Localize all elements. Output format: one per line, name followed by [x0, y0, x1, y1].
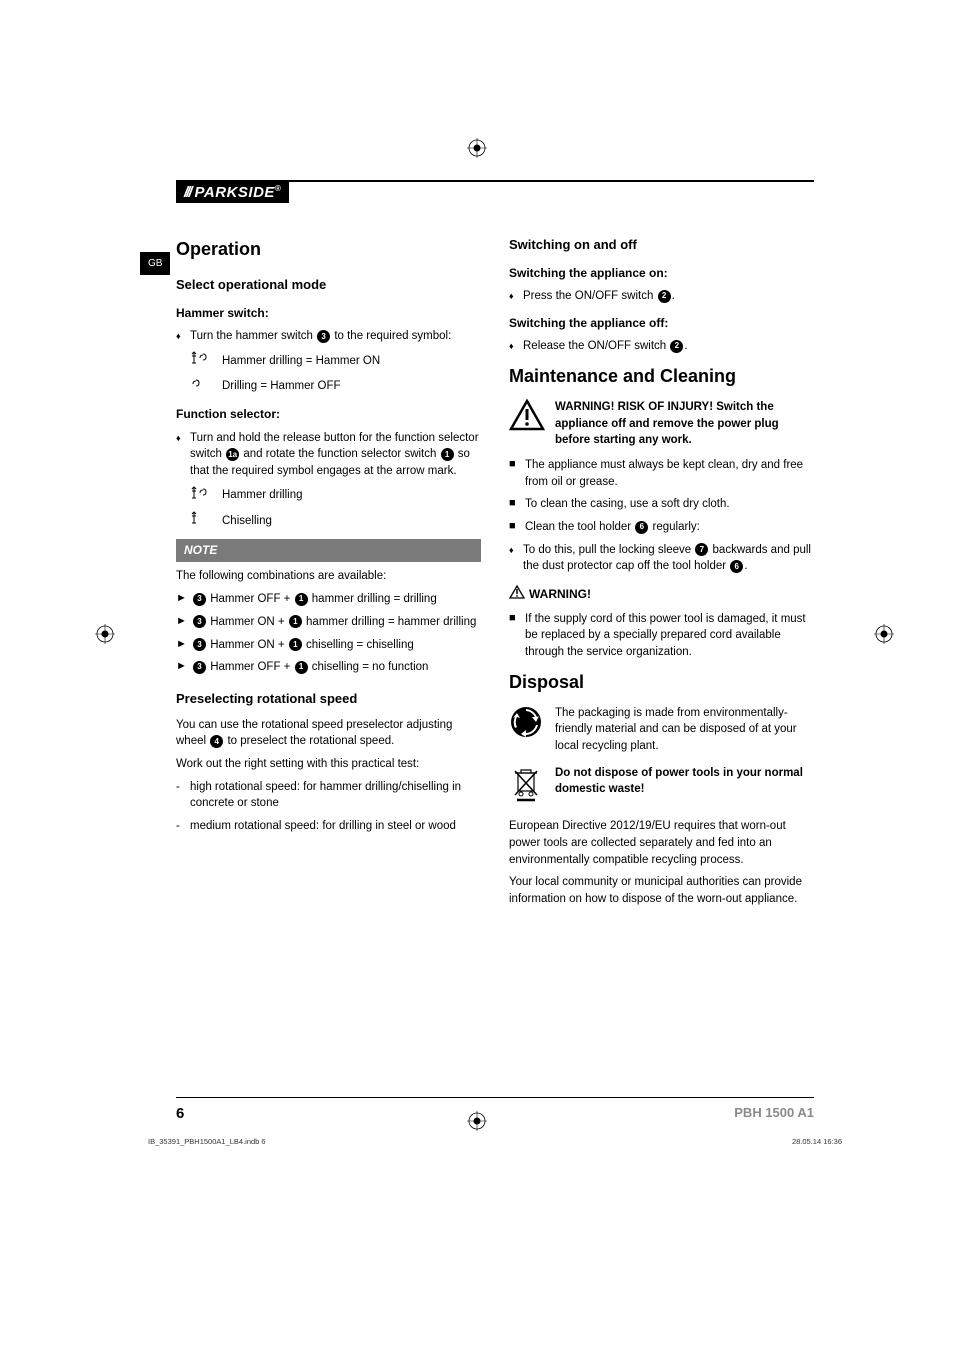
registration-mark-bottom: [467, 1111, 487, 1131]
registration-mark-left: [95, 624, 115, 644]
mode-hammer-on: Hammer drilling = Hammer ON: [190, 351, 481, 371]
hammer-drill-icon: [190, 486, 222, 506]
diamond-bullet-icon: ♦: [509, 288, 523, 305]
mode-hammer-off: Drilling = Hammer OFF: [190, 377, 481, 397]
right-column: Switching on and off Switching the appli…: [509, 236, 814, 914]
disposal-community: Your local community or municipal author…: [509, 874, 814, 907]
dash-bullet-icon: -: [176, 779, 190, 812]
heading-switch-off: Switching the appliance off:: [509, 315, 814, 332]
heading-maintenance: Maintenance and Cleaning: [509, 363, 814, 389]
ref-1-icon: 1: [289, 615, 302, 628]
ref-1-icon: 1: [289, 638, 302, 651]
ref-3-icon: 3: [317, 330, 330, 343]
step-function-selector: ♦ Turn and hold the release button for t…: [176, 430, 481, 480]
ref-6-icon: 6: [635, 521, 648, 534]
heading-preselect-speed: Preselecting rotational speed: [176, 690, 481, 709]
content-area: Operation Select operational mode Hammer…: [176, 236, 814, 914]
heading-hammer-switch: Hammer switch:: [176, 305, 481, 322]
ref-1-icon: 1: [295, 661, 308, 674]
ref-3-icon: 3: [193, 661, 206, 674]
maint-holder: ■ Clean the tool holder 6 regularly:: [509, 519, 814, 536]
arrow-bullet-icon: ►: [176, 591, 192, 608]
brand-logo: ///PARKSIDE®: [176, 182, 289, 203]
diamond-bullet-icon: ♦: [176, 328, 190, 345]
heading-operation: Operation: [176, 236, 481, 262]
warning-triangle-small-icon: [509, 585, 525, 604]
disposal-no-waste: Do not dispose of power tools in your no…: [509, 765, 814, 809]
ref-3-icon: 3: [193, 615, 206, 628]
crossed-bin-icon: [509, 765, 547, 809]
arrow-bullet-icon: ►: [176, 637, 192, 654]
maint-casing: ■ To clean the casing, use a soft dry cl…: [509, 496, 814, 513]
hammer-drill-icon: [190, 351, 222, 371]
left-column: Operation Select operational mode Hammer…: [176, 236, 481, 914]
arrow-bullet-icon: ►: [176, 659, 192, 676]
ref-7-icon: 7: [695, 543, 708, 556]
footer-rule: [176, 1097, 814, 1098]
footer-file-info: IB_35391_PBH1500A1_LB4.indb 6: [148, 1137, 266, 1146]
page-number: 6: [176, 1105, 184, 1122]
warning-injury: WARNING! RISK OF INJURY! Switch the appl…: [509, 399, 814, 449]
ref-1-icon: 1: [295, 593, 308, 606]
note-intro: The following combinations are available…: [176, 568, 481, 585]
combo-1: ► 3 Hammer OFF + 1 hammer drilling = dri…: [176, 591, 481, 608]
speed-medium: - medium rotational speed: for drilling …: [176, 818, 481, 835]
combo-2: ► 3 Hammer ON + 1 hammer drilling = hamm…: [176, 614, 481, 631]
ref-6-icon: 6: [730, 560, 743, 573]
recycle-icon: [509, 705, 547, 755]
disposal-packaging: The packaging is made from environmental…: [509, 705, 814, 755]
heading-switching: Switching on and off: [509, 236, 814, 255]
step-switch-on: ♦ Press the ON/OFF switch 2.: [509, 288, 814, 305]
footer-timestamp: 28.05.14 16:36: [792, 1137, 842, 1146]
model-number: PBH 1500 A1: [734, 1105, 814, 1120]
square-bullet-icon: ■: [509, 457, 525, 490]
dash-bullet-icon: -: [176, 818, 190, 835]
registration-mark-right: [874, 624, 894, 644]
language-tab: GB: [140, 252, 170, 275]
maint-sleeve: ♦ To do this, pull the locking sleeve 7 …: [509, 542, 814, 575]
arrow-bullet-icon: ►: [176, 614, 192, 631]
step-hammer-switch: ♦ Turn the hammer switch 3 to the requir…: [176, 328, 481, 345]
ref-4-icon: 4: [210, 735, 223, 748]
heading-select-mode: Select operational mode: [176, 276, 481, 295]
speed-high: - high rotational speed: for hammer dril…: [176, 779, 481, 812]
drill-icon: [190, 377, 222, 397]
disposal-directive: European Directive 2012/19/EU requires t…: [509, 818, 814, 868]
ref-2-icon: 2: [658, 290, 671, 303]
ref-1-icon: 1: [441, 448, 454, 461]
registration-mark-top: [467, 138, 487, 158]
combo-3: ► 3 Hammer ON + 1 chiselling = chisellin…: [176, 637, 481, 654]
maint-clean: ■ The appliance must always be kept clea…: [509, 457, 814, 490]
square-bullet-icon: ■: [509, 611, 525, 661]
heading-switch-on: Switching the appliance on:: [509, 265, 814, 282]
ref-2-icon: 2: [670, 340, 683, 353]
mode-chiselling: Chiselling: [190, 511, 481, 531]
ref-1a-icon: 1a: [226, 448, 239, 461]
ref-3-icon: 3: [193, 593, 206, 606]
warning-cord: ■ If the supply cord of this power tool …: [509, 611, 814, 661]
mode-hammer-drilling: Hammer drilling: [190, 486, 481, 506]
step-switch-off: ♦ Release the ON/OFF switch 2.: [509, 338, 814, 355]
heading-disposal: Disposal: [509, 669, 814, 695]
diamond-bullet-icon: ♦: [509, 542, 523, 575]
square-bullet-icon: ■: [509, 496, 525, 513]
diamond-bullet-icon: ♦: [509, 338, 523, 355]
ref-3-icon: 3: [193, 638, 206, 651]
preselect-text-1: You can use the rotational speed presele…: [176, 717, 481, 750]
square-bullet-icon: ■: [509, 519, 525, 536]
warning-heading: WARNING!: [509, 585, 814, 604]
chisel-icon: [190, 511, 222, 531]
note-label: NOTE: [176, 539, 481, 562]
preselect-text-2: Work out the right setting with this pra…: [176, 756, 481, 773]
diamond-bullet-icon: ♦: [176, 430, 190, 480]
combo-4: ► 3 Hammer OFF + 1 chiselling = no funct…: [176, 659, 481, 676]
heading-function-selector: Function selector:: [176, 406, 481, 423]
warning-triangle-icon: [509, 399, 547, 449]
